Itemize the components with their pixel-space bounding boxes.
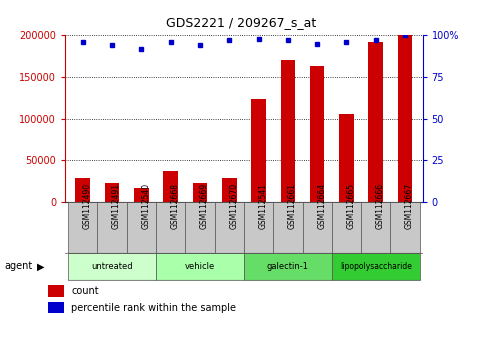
Text: vehicle: vehicle bbox=[185, 262, 215, 271]
Bar bbox=[193, 183, 207, 202]
Bar bbox=[156, 202, 185, 253]
Bar bbox=[332, 253, 420, 280]
Text: GSM112490: GSM112490 bbox=[83, 183, 92, 229]
Bar bbox=[273, 202, 302, 253]
Text: ▶: ▶ bbox=[37, 261, 45, 272]
Text: count: count bbox=[71, 286, 99, 296]
Bar bbox=[310, 66, 325, 202]
Bar bbox=[134, 188, 149, 202]
Bar bbox=[163, 171, 178, 202]
Bar bbox=[244, 202, 273, 253]
Text: GDS2221 / 209267_s_at: GDS2221 / 209267_s_at bbox=[166, 16, 317, 29]
Bar bbox=[214, 202, 244, 253]
Text: lipopolysaccharide: lipopolysaccharide bbox=[340, 262, 412, 271]
Text: GSM112541: GSM112541 bbox=[258, 183, 268, 229]
Bar bbox=[68, 253, 156, 280]
Text: GSM112670: GSM112670 bbox=[229, 183, 238, 229]
Bar bbox=[339, 114, 354, 202]
Text: GSM112664: GSM112664 bbox=[317, 183, 326, 229]
Text: GSM112491: GSM112491 bbox=[112, 183, 121, 229]
Bar bbox=[244, 253, 332, 280]
Text: GSM112665: GSM112665 bbox=[346, 183, 355, 229]
Bar bbox=[185, 202, 214, 253]
Text: GSM112661: GSM112661 bbox=[288, 183, 297, 229]
Bar bbox=[302, 202, 332, 253]
Bar bbox=[222, 178, 237, 202]
Text: GSM112540: GSM112540 bbox=[142, 183, 150, 229]
Text: percentile rank within the sample: percentile rank within the sample bbox=[71, 303, 237, 313]
Bar bbox=[251, 99, 266, 202]
Bar bbox=[390, 202, 420, 253]
Bar bbox=[98, 202, 127, 253]
Text: galectin-1: galectin-1 bbox=[267, 262, 309, 271]
Bar bbox=[127, 202, 156, 253]
Text: GSM112668: GSM112668 bbox=[170, 183, 180, 229]
Bar bbox=[105, 183, 119, 202]
Text: untreated: untreated bbox=[91, 262, 133, 271]
Bar bbox=[369, 42, 383, 202]
Bar bbox=[48, 285, 64, 297]
Text: agent: agent bbox=[5, 261, 33, 272]
Bar bbox=[156, 253, 244, 280]
Bar bbox=[281, 60, 295, 202]
Bar bbox=[361, 202, 390, 253]
Bar bbox=[332, 202, 361, 253]
Text: GSM112667: GSM112667 bbox=[405, 183, 414, 229]
Bar bbox=[75, 178, 90, 202]
Text: GSM112666: GSM112666 bbox=[376, 183, 385, 229]
Bar bbox=[48, 302, 64, 314]
Bar bbox=[68, 202, 98, 253]
Bar bbox=[398, 35, 412, 202]
Text: GSM112669: GSM112669 bbox=[200, 183, 209, 229]
